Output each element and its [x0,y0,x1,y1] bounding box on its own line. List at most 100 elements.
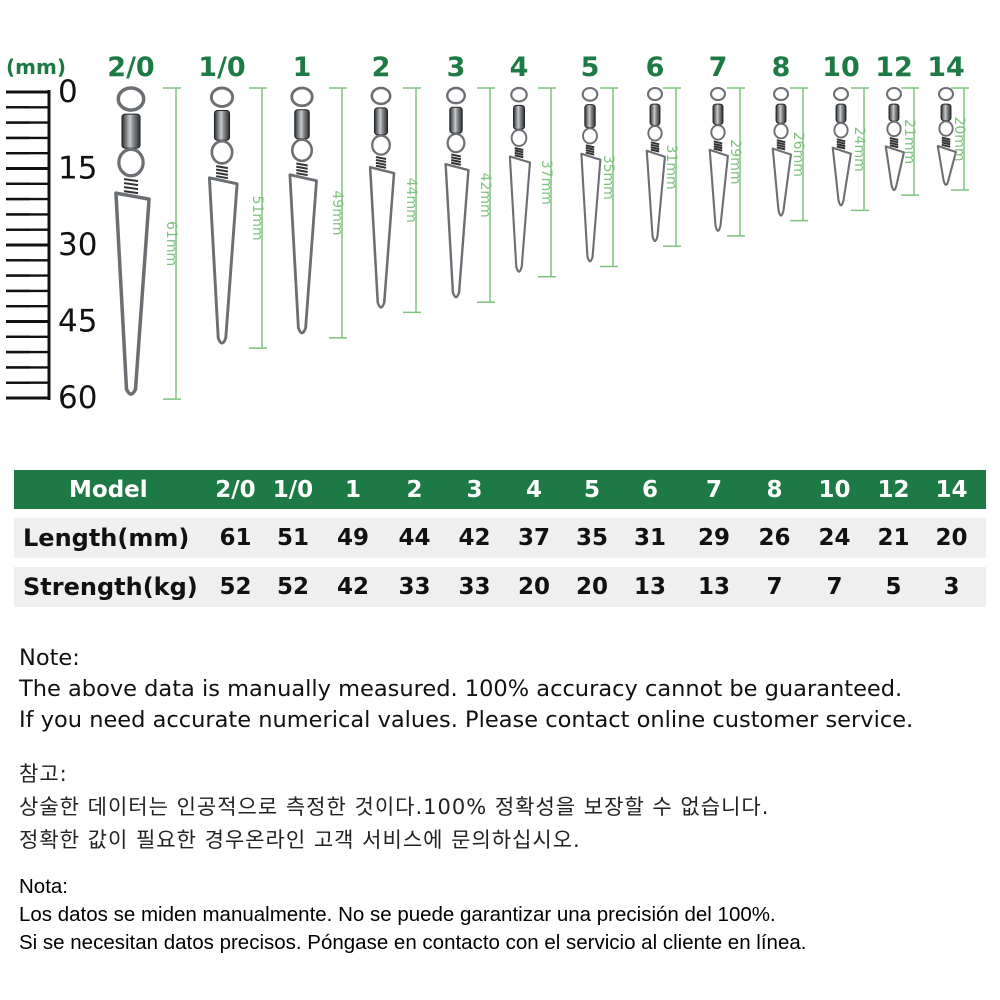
swivel-barrel [294,109,310,140]
strength-cell-6: 20 [517,574,550,600]
swivel-coil [450,158,462,163]
spec-table: Model 2/0 1/0 1 2 3 4 5 6 7 8 10 12 14 Length(mm) 61… [14,470,986,616]
table-header-model-11: 10 [818,476,851,503]
ruler-label-45: 45 [58,304,97,340]
swivel-eye [510,86,528,103]
strength-cell-5: 33 [458,574,491,600]
dimension-label-9: 29mm [727,139,743,184]
swivel-snap [207,176,239,345]
swivel-coil [296,168,308,173]
length-cell-5: 42 [458,525,491,551]
swivel-coil [215,175,229,180]
swivel-eye [832,86,850,102]
swivel-coil [585,151,595,156]
swivel-barrel [940,103,952,122]
snap-swivel-3 [288,86,318,335]
swivel-coil [215,168,229,173]
strength-cell-7: 20 [575,574,608,600]
swivel-coil [941,136,951,141]
note-english: Note: The above data is manually measure… [19,643,913,736]
dimension-label-4: 44mm [403,178,419,223]
table-header-model-8: 6 [641,476,658,503]
strength-cell-3: 42 [336,574,369,600]
swivel-coil [375,156,387,161]
dimension-label-5: 42mm [477,173,493,218]
swivel-coil [123,182,139,187]
swivel-barrel [213,109,231,141]
swivel-coil [776,139,786,144]
length-cell-9: 29 [697,525,730,551]
snap-swivel-5 [444,86,470,299]
swivel-eye [772,86,790,102]
snap-swivel-6 [508,86,532,273]
swivel-coil [585,146,595,151]
table-header-label: Model [69,476,148,503]
length-row-label: Length(mm) [23,524,190,552]
swivel-coil [941,139,951,143]
unit-label: (mm) [6,55,66,79]
swivel-snap [771,147,792,217]
model-heading-2: 1/0 [198,52,245,83]
table-header-model-2: 1/0 [272,476,314,503]
model-heading-13: 14 [927,52,965,83]
swivel-eye [370,86,392,106]
swivel-coil [375,161,387,166]
swivel-coil [776,141,786,146]
length-cell-4: 44 [398,525,431,551]
dimension-label-2: 51mm [249,196,265,241]
swivel-snap [645,149,666,243]
model-heading-10: 8 [772,52,791,83]
table-row-strength: Strength(kg) 52 52 42 33 33 20 20 13 13 7 7 5 3 [14,567,986,607]
swivel-coil [713,145,723,150]
ruler-label-30: 30 [58,227,97,263]
table-header-model-5: 3 [466,476,483,503]
snap-swivel-11 [831,86,852,207]
strength-row-label: Strength(kg) [23,573,198,601]
swivel-barrel [584,104,596,129]
swivel-coil [215,171,229,176]
swivel-snap [708,148,729,232]
table-header-model-7: 5 [583,476,600,503]
swivel-coil [650,141,660,146]
table-header-model-9: 7 [705,476,722,503]
dimension-label-11: 24mm [851,127,867,172]
swivel-coil [514,146,524,151]
length-cell-10: 26 [758,525,791,551]
swivel-eye [885,86,903,102]
model-heading-7: 5 [581,52,600,83]
note-korean-line-1: 상술한 데이터는 인공적으로 측정한 것이다.100% 정확성을 보장할 수 없… [19,795,770,819]
swivel-coil [514,154,524,159]
dimension-label-12: 21mm [901,119,917,164]
snap-swivel-8 [645,86,666,243]
swivel-snap [114,191,151,396]
swivel-snap [831,146,852,207]
swivel-coil [889,141,899,146]
swivel-coil [450,153,462,158]
note-english-line-2: If you need accurate numerical values. P… [19,707,914,733]
swivel-coil [514,151,524,156]
strength-cell-4: 33 [398,574,431,600]
note-english-title: Note: [19,645,80,671]
table-header-model-1: 2/0 [215,476,256,503]
swivel-coil [650,146,660,151]
ruler-label-60: 60 [58,380,97,416]
model-heading-6: 4 [510,52,529,83]
snap-swivel-2 [207,86,239,345]
strength-cell-12: 5 [885,574,902,600]
swivel-ring [773,122,789,140]
swivel-coil [889,144,899,149]
swivel-eye [937,86,955,102]
length-cell-12: 21 [877,525,910,551]
note-korean-title: 참고: [19,762,68,786]
swivel-coil [296,172,308,177]
swivel-ring [710,124,726,141]
snap-swivel-13 [936,86,957,187]
dimension-label-6: 37mm [538,160,554,205]
dimension-label-3: 49mm [329,190,345,235]
swivel-snap [936,144,957,187]
table-header-model-3: 1 [344,476,361,503]
swivel-ring [290,138,314,163]
swivel-coil [650,143,660,148]
table-header-model-10: 8 [766,476,783,503]
